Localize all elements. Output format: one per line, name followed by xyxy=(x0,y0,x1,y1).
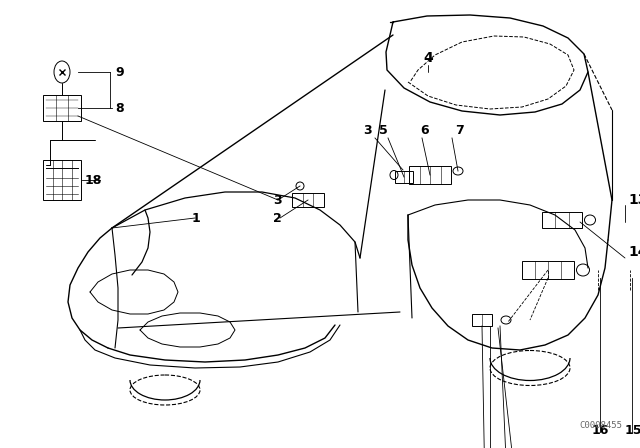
Bar xyxy=(409,166,451,184)
Text: 3: 3 xyxy=(364,124,372,137)
Bar xyxy=(542,212,582,228)
Bar xyxy=(43,160,81,200)
Text: 16: 16 xyxy=(592,423,609,436)
Text: 9: 9 xyxy=(115,65,124,78)
Text: 3: 3 xyxy=(273,194,282,207)
Text: 1: 1 xyxy=(191,211,200,224)
Text: 5: 5 xyxy=(380,124,388,137)
Text: C0008455: C0008455 xyxy=(579,421,622,430)
Bar xyxy=(395,171,413,183)
Bar xyxy=(472,314,492,326)
Bar xyxy=(292,193,324,207)
Text: 18: 18 xyxy=(84,173,102,186)
Text: 4: 4 xyxy=(423,51,433,65)
Text: 2: 2 xyxy=(273,211,282,224)
Text: 15: 15 xyxy=(625,423,640,436)
Text: 7: 7 xyxy=(455,124,464,137)
Bar xyxy=(43,95,81,121)
Text: 6: 6 xyxy=(420,124,429,137)
Text: 14: 14 xyxy=(628,245,640,259)
Bar xyxy=(522,261,574,279)
Text: 13: 13 xyxy=(628,193,640,207)
Text: 8: 8 xyxy=(115,102,124,115)
